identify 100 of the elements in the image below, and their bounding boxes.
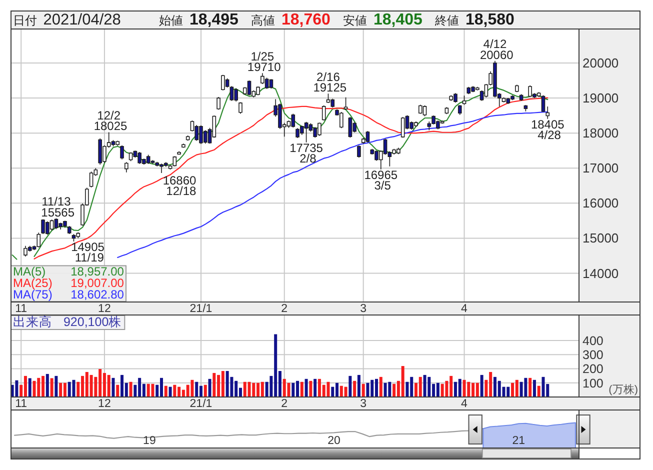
bar — [37, 378, 40, 397]
bar — [480, 374, 484, 397]
bar — [292, 382, 295, 397]
bar — [204, 384, 207, 397]
bar — [462, 380, 466, 397]
bar — [476, 382, 479, 397]
annotation: 4/12 20060 — [476, 37, 514, 62]
y-tick-label: 14000 — [582, 266, 619, 281]
bar — [24, 376, 27, 397]
bar — [436, 382, 440, 397]
bar — [392, 384, 396, 397]
bar — [423, 374, 426, 397]
bar — [107, 374, 110, 397]
annotation: 16860 12/18 — [162, 174, 197, 198]
bar — [208, 378, 212, 397]
y-tick-label: 17000 — [582, 160, 619, 176]
annotation: 14905 11/19 — [71, 240, 105, 265]
bar — [379, 376, 382, 397]
bar — [537, 386, 540, 397]
candlestick — [506, 98, 510, 104]
bar — [221, 370, 224, 397]
bar — [54, 376, 58, 397]
bar — [168, 386, 172, 397]
x-tick-label: 3 — [360, 303, 367, 315]
y-tick-label: 200 — [582, 362, 604, 376]
annotation: 12/2 18025 — [90, 108, 128, 134]
candlestick — [304, 121, 308, 143]
bar — [282, 378, 286, 397]
x-tick-label: 3 — [360, 398, 367, 410]
y-tick-label: 19000 — [582, 90, 619, 106]
bar — [528, 378, 532, 397]
bar — [300, 382, 304, 397]
bar — [287, 382, 290, 397]
candlestick — [172, 156, 177, 167]
candlestick — [541, 94, 546, 112]
bar — [46, 374, 49, 397]
y-tick-label: 16000 — [582, 196, 619, 211]
bar — [304, 378, 308, 397]
candlestick — [462, 95, 466, 106]
bar — [112, 378, 115, 397]
bar — [366, 382, 370, 397]
y-tick-label: 400 — [582, 334, 604, 348]
bar — [151, 384, 154, 397]
bar — [440, 384, 444, 397]
candlestick — [128, 152, 133, 162]
bar — [532, 380, 536, 397]
y-tick-label: 18000 — [582, 126, 619, 141]
x-tick-label: 4 — [461, 398, 468, 410]
y-tick-label: 15000 — [582, 230, 619, 246]
text: 始値 18,495 — [159, 12, 238, 28]
bar — [63, 382, 66, 397]
annotation: 2/16 19125 — [310, 70, 347, 95]
bar — [15, 380, 18, 397]
bar — [428, 376, 431, 397]
bar — [326, 382, 330, 397]
text: MA(5) 18,957.00 — [13, 264, 124, 278]
candlestick — [524, 104, 528, 112]
y-tick-label: 20000 — [582, 55, 619, 70]
bar — [331, 386, 334, 397]
candlestick — [466, 86, 471, 95]
candlestick — [124, 162, 128, 173]
candlestick — [515, 84, 519, 92]
x-tick-label: 11 — [15, 303, 28, 315]
candlestick — [54, 218, 58, 230]
candlestick — [216, 96, 220, 110]
x-tick-label: 21 — [512, 435, 526, 447]
bar — [314, 378, 317, 397]
bar — [68, 382, 71, 397]
candlestick — [238, 102, 242, 114]
y-axis-title: (万株) — [608, 383, 638, 396]
candlestick — [89, 171, 94, 188]
annotation: 11/13 15565 — [38, 194, 75, 220]
bar — [418, 376, 422, 397]
candlestick — [322, 105, 326, 121]
text: 終値 18,580 — [434, 12, 514, 28]
bar — [50, 378, 54, 397]
annotation: 16965 3/5 — [364, 168, 398, 192]
bar — [401, 366, 404, 397]
annotation: 1/25 19710 — [244, 49, 282, 74]
bar — [344, 386, 348, 397]
candlestick — [344, 96, 348, 110]
annotation: 18405 4/28 — [530, 117, 565, 142]
candlestick — [291, 113, 296, 128]
candlestick — [357, 144, 361, 158]
bar — [362, 384, 365, 397]
candlestick — [348, 116, 352, 138]
candlestick — [519, 94, 524, 102]
candlestick — [269, 78, 274, 89]
bar — [173, 384, 176, 397]
text: 高値 18,760 — [251, 12, 330, 28]
bar — [515, 380, 518, 397]
candlestick — [264, 77, 269, 90]
bar — [195, 382, 198, 397]
candlestick — [400, 116, 405, 138]
bar — [59, 382, 62, 397]
x-tick-label: 21/1 — [190, 398, 212, 410]
candlestick — [194, 124, 199, 142]
bar — [252, 382, 256, 397]
candlestick — [418, 104, 422, 114]
candlestick — [177, 150, 181, 156]
